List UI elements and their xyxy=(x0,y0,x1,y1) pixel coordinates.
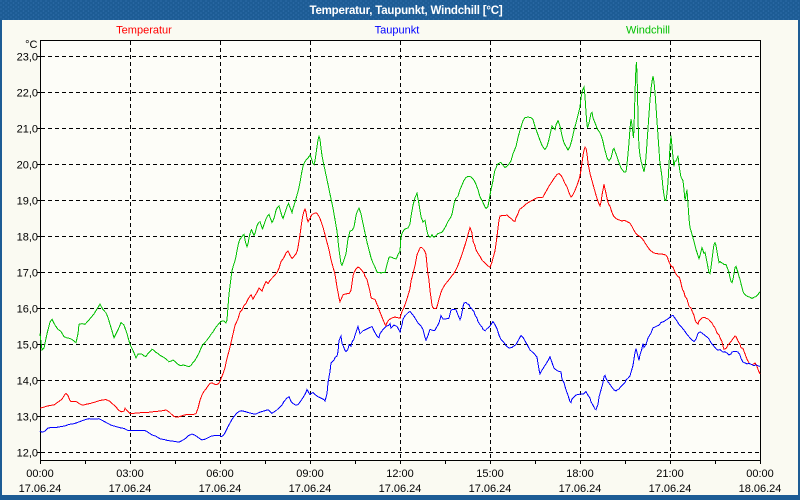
svg-text:Taupunkt: Taupunkt xyxy=(375,25,420,37)
svg-text:00:00: 00:00 xyxy=(26,468,54,480)
svg-text:15,0: 15,0 xyxy=(17,340,38,352)
svg-text:12:00: 12:00 xyxy=(386,468,414,480)
svg-text:17.06.24: 17.06.24 xyxy=(469,483,512,495)
svg-text:00:00: 00:00 xyxy=(746,468,774,480)
svg-text:09:00: 09:00 xyxy=(296,468,324,480)
svg-text:15:00: 15:00 xyxy=(476,468,504,480)
svg-text:12,0: 12,0 xyxy=(17,448,38,460)
svg-text:13,0: 13,0 xyxy=(17,412,38,424)
svg-text:Windchill: Windchill xyxy=(626,25,670,37)
svg-text:14,0: 14,0 xyxy=(17,376,38,388)
svg-text:17,0: 17,0 xyxy=(17,268,38,280)
svg-text:06:00: 06:00 xyxy=(206,468,234,480)
svg-text:21,0: 21,0 xyxy=(17,124,38,136)
svg-text:17.06.24: 17.06.24 xyxy=(559,483,602,495)
svg-text:22,0: 22,0 xyxy=(17,88,38,100)
svg-text:21:00: 21:00 xyxy=(656,468,684,480)
svg-text:18,0: 18,0 xyxy=(17,232,38,244)
svg-text:17.06.24: 17.06.24 xyxy=(199,483,242,495)
svg-text:17.06.24: 17.06.24 xyxy=(649,483,692,495)
svg-text:19,0: 19,0 xyxy=(17,196,38,208)
svg-text:16,0: 16,0 xyxy=(17,304,38,316)
svg-text:03:00: 03:00 xyxy=(116,468,144,480)
svg-text:18.06.24: 18.06.24 xyxy=(739,483,782,495)
svg-text:17.06.24: 17.06.24 xyxy=(289,483,332,495)
svg-text:17.06.24: 17.06.24 xyxy=(379,483,422,495)
svg-text:Temperatur, Taupunkt, Windchil: Temperatur, Taupunkt, Windchill [°C] xyxy=(309,5,502,17)
svg-text:23,0: 23,0 xyxy=(17,52,38,64)
svg-text:17.06.24: 17.06.24 xyxy=(109,483,152,495)
svg-text:°C: °C xyxy=(25,39,37,51)
svg-text:17.06.24: 17.06.24 xyxy=(19,483,62,495)
svg-text:20,0: 20,0 xyxy=(17,160,38,172)
svg-text:Temperatur: Temperatur xyxy=(116,25,172,37)
svg-text:18:00: 18:00 xyxy=(566,468,594,480)
